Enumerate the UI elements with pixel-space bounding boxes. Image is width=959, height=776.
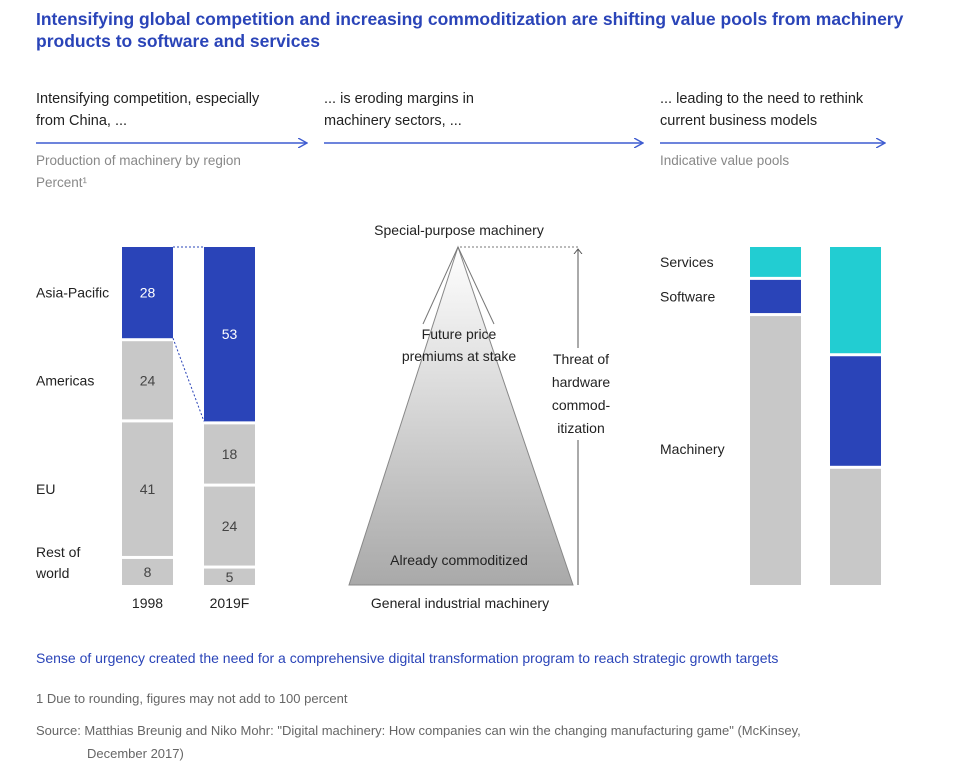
- legend-label-software: Software: [660, 288, 715, 304]
- threat-label-backdrop: [548, 348, 614, 440]
- threat-label-3: commod-: [552, 397, 611, 413]
- urgency-statement: Sense of urgency created the need for a …: [36, 650, 779, 666]
- commoditization-triangle: [348, 245, 574, 586]
- column-3-heading: ... leading to the need to rethink curre…: [660, 88, 863, 132]
- chart-1-title: Production of machinery by region: [36, 153, 241, 168]
- column-3-heading-line2: current business models: [660, 113, 818, 129]
- data-label-rest-of-world-2019F: 5: [226, 569, 234, 585]
- legend-label-eu: EU: [36, 481, 55, 497]
- legend-label-machinery: Machinery: [660, 441, 725, 457]
- data-label-asia-pacific-2019F: 53: [222, 326, 238, 342]
- page-title: Intensifying global competition and incr…: [36, 9, 904, 51]
- value-pool-bar-services-today: [750, 247, 801, 277]
- bar-eu-1998: [122, 422, 173, 556]
- column-1-heading: Intensifying competition, especially fro…: [36, 88, 259, 132]
- bar-rest-of-world-2019F: [204, 568, 255, 585]
- bar-rest-of-world-1998: [122, 558, 173, 585]
- value-pool-bar-services-future: [830, 247, 881, 354]
- value-pool-bar-machinery-future: [830, 468, 881, 585]
- diagram-premium-label-2: premiums at stake: [402, 348, 517, 364]
- data-label-americas-1998: 24: [140, 372, 156, 388]
- value-pools-chart: Services Software Machinery: [660, 247, 881, 585]
- diagram-commoditized-label: Already commoditized: [390, 552, 528, 568]
- threat-label-1: Threat of: [553, 351, 609, 367]
- threat-label-4: itization: [557, 420, 604, 436]
- category-label-2019F: 2019F: [210, 595, 250, 611]
- data-label-eu-1998: 41: [140, 481, 156, 497]
- premium-line-left: [422, 246, 459, 325]
- bar-americas-2019F: [204, 424, 255, 484]
- column-3-subtitle: Indicative value pools: [660, 153, 790, 168]
- column-2-heading-line2: machinery sectors, ...: [324, 113, 462, 129]
- legend-label-services: Services: [660, 254, 714, 270]
- column-2-heading-line1: ... is eroding margins in: [324, 91, 474, 107]
- bar-asia-pacific-2019F: [204, 247, 255, 422]
- connector-bottom: [172, 338, 205, 422]
- column-3-heading-line1: ... leading to the need to rethink: [660, 91, 864, 107]
- value-pool-bar-machinery-today: [750, 316, 801, 585]
- bar-asia-pacific-1998: [122, 247, 173, 339]
- column-1-heading-line1: Intensifying competition, especially: [36, 91, 260, 107]
- data-label-rest-of-world-1998: 8: [144, 564, 152, 580]
- source-note: Source: Matthias Breunig and Niko Mohr: …: [36, 719, 896, 765]
- column-1-subtitle: Production of machinery by region Percen…: [36, 150, 241, 194]
- chart-1-unit: Percent¹: [36, 175, 88, 190]
- bar-eu-2019F: [204, 486, 255, 566]
- production-chart: 28 24 41 8 1998 53 18 24 5 2019F Asia-Pacific Ameri…: [35, 246, 255, 611]
- category-label-1998: 1998: [132, 595, 163, 611]
- legend-label-rest-of-world-2: world: [35, 565, 69, 581]
- value-pool-bar-software-future: [830, 356, 881, 466]
- data-label-eu-2019F: 24: [222, 518, 238, 534]
- legend-label-asia-pacific: Asia-Pacific: [36, 285, 109, 301]
- column-2-heading: ... is eroding margins in machinery sect…: [324, 88, 474, 132]
- value-pool-bar-software-today: [750, 279, 801, 314]
- bar-americas-1998: [122, 341, 173, 420]
- diagram-premium-label-1: Future price: [422, 326, 497, 342]
- data-label-americas-2019F: 18: [222, 446, 238, 462]
- diagram-top-label: Special-purpose machinery: [374, 222, 544, 238]
- commoditization-diagram: Special-purpose machinery General indust…: [348, 222, 614, 611]
- footnote: 1 Due to rounding, figures may not add t…: [36, 691, 348, 706]
- premium-line-right: [457, 246, 495, 325]
- source-line-2: December 2017): [87, 746, 184, 761]
- source-line-1: Source: Matthias Breunig and Niko Mohr: …: [36, 723, 801, 738]
- threat-label-2: hardware: [552, 374, 611, 390]
- data-label-asia-pacific-1998: 28: [140, 285, 156, 301]
- column-1-heading-line2: from China, ...: [36, 113, 128, 129]
- legend-label-rest-of-world-1: Rest of: [36, 544, 80, 560]
- diagram-bottom-label: General industrial machinery: [371, 595, 549, 611]
- legend-label-americas: Americas: [36, 372, 94, 388]
